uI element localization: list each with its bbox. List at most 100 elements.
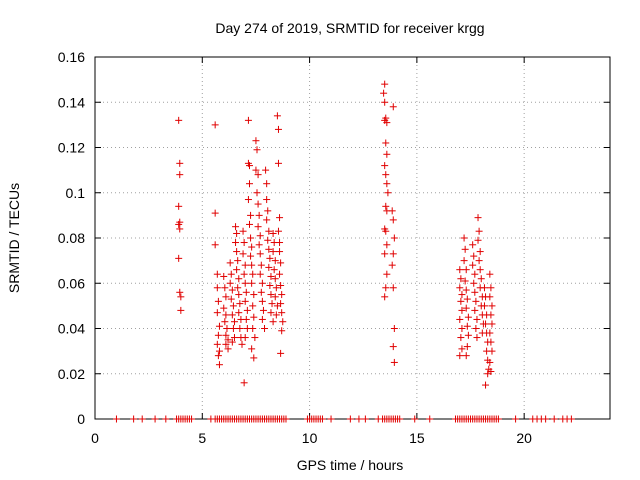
data-point [250, 313, 258, 321]
data-point [112, 415, 120, 423]
data-point [390, 234, 398, 242]
data-point [256, 270, 264, 278]
data-point [242, 315, 250, 323]
y-tick-label: 0.12 [58, 140, 85, 156]
data-point [276, 214, 284, 222]
data-point [226, 259, 234, 267]
data-point [176, 171, 184, 179]
data-point [266, 254, 274, 262]
data-point [176, 288, 184, 296]
data-point [211, 241, 219, 249]
data-point [389, 103, 397, 111]
data-point [223, 325, 231, 332]
data-point [469, 241, 477, 249]
data-point [252, 166, 260, 174]
data-point [263, 180, 271, 188]
data-point [271, 293, 279, 301]
data-point [476, 248, 484, 256]
data-point [258, 315, 266, 323]
data-point [240, 239, 248, 247]
data-point [458, 291, 466, 299]
data-point [224, 345, 232, 353]
data-point [230, 318, 238, 326]
data-point [221, 318, 229, 326]
data-point [488, 320, 496, 328]
x-axis-label: GPS time / hours [297, 457, 404, 473]
data-point [276, 248, 284, 256]
y-tick-label: 0 [77, 411, 85, 427]
data-point [282, 415, 290, 423]
data-point [463, 343, 471, 351]
data-point [269, 248, 277, 256]
data-point [238, 340, 246, 348]
axis-ticks: 0 0.02 0.04 0.06 0.08 0.1 0.12 0.14 0.16 0 5 10 15 20 [58, 49, 610, 446]
data-point [175, 116, 183, 124]
data-point [388, 261, 396, 269]
data-point [475, 257, 483, 265]
plot-frame [94, 56, 611, 420]
data-point [227, 295, 235, 303]
data-point [214, 352, 222, 360]
chart-title: Day 274 of 2019, SRMTID for receiver krg… [215, 20, 484, 36]
data-point [457, 275, 465, 283]
data-point [456, 266, 464, 274]
data-point [248, 243, 256, 251]
y-tick-label: 0.14 [58, 94, 85, 110]
data-point [263, 196, 271, 204]
data-point [242, 288, 250, 296]
data-point [246, 162, 253, 170]
x-tick-label: 10 [302, 430, 318, 446]
data-point [458, 306, 466, 314]
data-point [257, 288, 265, 296]
data-point [462, 286, 470, 294]
data-point [264, 207, 272, 215]
data-point [277, 349, 285, 357]
data-point [247, 252, 255, 260]
data-point [221, 284, 229, 292]
data-point [177, 293, 185, 301]
data-point [470, 279, 478, 287]
data-point [382, 227, 390, 235]
data-point [262, 166, 270, 174]
data-point [228, 286, 236, 294]
data-point [464, 313, 472, 321]
data-point [229, 325, 237, 332]
data-point [254, 200, 262, 208]
y-tick-label: 0.06 [58, 275, 85, 291]
data-point [244, 116, 252, 124]
data-point [232, 239, 240, 247]
data-point [236, 300, 244, 308]
data-point [487, 367, 495, 375]
data-point [253, 189, 261, 197]
data-point [213, 284, 221, 292]
data-points [112, 80, 575, 423]
data-point [277, 282, 285, 290]
data-point [487, 311, 495, 319]
x-tick-label: 0 [91, 430, 99, 446]
data-point [383, 241, 391, 249]
data-point [473, 315, 481, 323]
y-tick-label: 0.04 [58, 321, 85, 337]
data-point [487, 338, 495, 346]
data-point [383, 180, 391, 188]
data-point [411, 415, 419, 423]
data-point [477, 275, 485, 283]
data-point [175, 220, 183, 228]
data-point [188, 415, 196, 423]
data-point [248, 279, 256, 287]
data-point [381, 250, 389, 258]
data-point [461, 277, 469, 285]
data-point [274, 159, 282, 167]
data-point [258, 297, 266, 305]
data-point [272, 311, 280, 319]
data-point [233, 266, 241, 274]
data-point [269, 318, 277, 326]
data-point [388, 207, 396, 215]
data-point [263, 216, 271, 224]
data-point [255, 211, 263, 219]
data-point [276, 239, 284, 247]
data-point [247, 234, 255, 242]
data-point [254, 171, 262, 179]
data-point [390, 325, 398, 332]
data-point [456, 352, 464, 360]
